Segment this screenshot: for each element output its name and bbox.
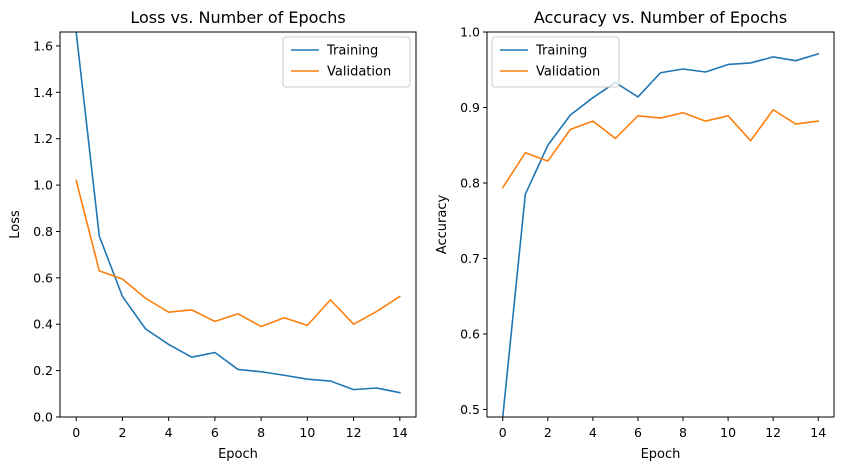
loss-chart-panel: Loss vs. Number of Epochs Epoch Loss 0 2 4… (8, 8, 417, 462)
loss-y-tick-label: 1.6 (33, 38, 53, 53)
loss-x-tick-label: 6 (211, 425, 219, 440)
accuracy-series-lines (501, 52, 820, 417)
accuracy-plot-frame (486, 31, 835, 418)
accuracy-y-tick-label: 0.8 (460, 175, 480, 190)
loss-chart-title: Loss vs. Number of Epochs (130, 8, 345, 27)
accuracy-x-tick-label: 14 (810, 425, 826, 440)
loss-y-tick-label: 0.4 (33, 317, 53, 332)
accuracy-axis-ticks: 0 2 4 6 8 10 12 14 0.5 0.6 0.7 0.8 0.9 1.0 (460, 25, 826, 441)
loss-legend: Training Validation (282, 36, 411, 88)
loss-y-tick-label: 0.2 (33, 363, 53, 378)
loss-plot-frame (59, 31, 417, 418)
loss-x-tick-label: 14 (392, 425, 408, 440)
loss-y-tick-label: 1.0 (33, 178, 53, 193)
accuracy-y-tick-label: 0.6 (460, 326, 480, 341)
accuracy-x-tick-label: 0 (499, 425, 507, 440)
loss-axis-ticks: 0 2 4 6 8 10 12 14 0.0 0.2 0.4 0.6 0.8 1.0 1.2 1.4 1.6 (33, 38, 408, 440)
loss-x-axis-label: Epoch (218, 447, 258, 462)
loss-legend-label: Training (326, 44, 378, 59)
loss-x-tick-label: 10 (299, 425, 315, 440)
loss-series-validation (75, 179, 401, 328)
loss-y-tick-label: 1.4 (33, 85, 53, 100)
accuracy-y-tick-label: 0.5 (460, 402, 480, 417)
accuracy-x-axis-label: Epoch (641, 447, 681, 462)
loss-y-axis-label: Loss (8, 210, 23, 239)
accuracy-x-tick-label: 8 (679, 425, 687, 440)
loss-x-tick-label: 4 (165, 425, 173, 440)
loss-x-tick-label: 12 (346, 425, 362, 440)
accuracy-x-tick-label: 2 (544, 425, 552, 440)
loss-x-tick-label: 0 (72, 425, 80, 440)
accuracy-y-tick-label: 1.0 (460, 25, 480, 40)
accuracy-x-tick-label: 12 (765, 425, 781, 440)
loss-y-tick-label: 0.6 (33, 270, 53, 285)
accuracy-legend-label: Training (535, 44, 587, 59)
loss-legend-label: Validation (327, 65, 391, 80)
loss-x-tick-label: 8 (257, 425, 265, 440)
accuracy-y-tick-label: 0.9 (460, 100, 480, 115)
loss-y-tick-label: 1.2 (33, 131, 53, 146)
accuracy-legend-label: Validation (536, 65, 600, 80)
accuracy-legend: Training Validation (491, 36, 620, 88)
accuracy-y-axis-label: Accuracy (435, 195, 450, 255)
loss-series-lines (75, 32, 401, 394)
accuracy-chart-panel: Accuracy vs. Number of Epochs Epoch Accu… (435, 8, 835, 462)
accuracy-chart-title: Accuracy vs. Number of Epochs (534, 8, 787, 27)
accuracy-y-tick-label: 0.7 (460, 251, 480, 266)
loss-series-training (75, 32, 401, 394)
accuracy-x-tick-label: 10 (720, 425, 736, 440)
loss-y-tick-label: 0.0 (33, 410, 53, 425)
accuracy-series-validation (501, 108, 820, 189)
accuracy-x-tick-label: 4 (589, 425, 597, 440)
loss-x-tick-label: 2 (118, 425, 126, 440)
accuracy-series-training (501, 52, 820, 417)
loss-y-tick-label: 0.8 (33, 224, 53, 239)
accuracy-x-tick-label: 6 (634, 425, 642, 440)
